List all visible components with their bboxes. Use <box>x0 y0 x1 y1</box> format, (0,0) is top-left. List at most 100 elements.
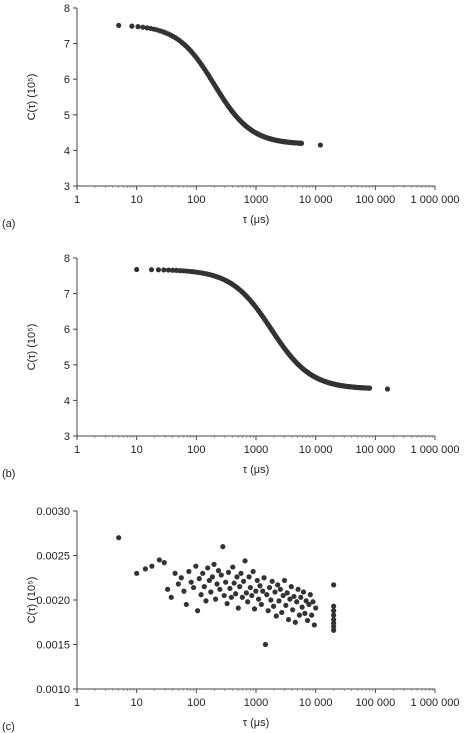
data-point <box>310 599 316 605</box>
data-point <box>257 583 263 589</box>
panel-label: (a) <box>2 218 15 230</box>
data-point <box>178 575 184 581</box>
y-axis-label: C(τ) (10⁵) <box>26 74 38 121</box>
data-point <box>304 617 311 624</box>
y-tick-label: 0.0010 <box>36 684 70 696</box>
data-point <box>331 627 337 633</box>
data-point <box>217 586 223 592</box>
data-point <box>270 603 277 609</box>
data-point <box>235 605 241 611</box>
data-point <box>290 607 296 613</box>
data-point <box>155 267 162 273</box>
data-point <box>195 608 201 614</box>
data-point <box>206 577 212 584</box>
data-point <box>156 557 162 563</box>
x-tick-label: 10 000 <box>299 194 333 206</box>
data-point <box>161 267 167 273</box>
y-axis-label: C(τ) (10⁵) <box>26 577 38 624</box>
data-point <box>251 606 258 612</box>
data-point <box>254 577 260 584</box>
x-axis-label: τ (μs) <box>243 717 270 729</box>
data-point <box>306 601 312 608</box>
data-point <box>221 592 227 599</box>
data-point <box>265 608 271 614</box>
data-point <box>209 574 216 580</box>
data-point <box>302 610 308 616</box>
data-point <box>313 605 319 611</box>
x-tick-label: 1 <box>74 697 80 709</box>
y-tick-label: 5 <box>64 110 70 122</box>
x-axis-label: τ (μs) <box>243 214 270 226</box>
data-point <box>205 565 211 571</box>
data-point <box>200 570 206 576</box>
data-point <box>231 580 237 586</box>
x-tick-label: 10 <box>131 194 143 206</box>
chart-panel-a: 3 4 5 6 7 8 1 10 100 1000 10 000 100 000 1 000 000 τ … <box>2 3 459 230</box>
y-tick-label: 0.0025 <box>36 551 70 563</box>
y-tick-label: 4 <box>64 145 70 157</box>
data-point <box>276 598 282 604</box>
data-point <box>165 267 172 273</box>
data-point <box>215 568 222 574</box>
x-tick-label: 1 <box>74 194 80 206</box>
data-point <box>242 558 248 564</box>
x-tick-label: 1 000 000 <box>411 194 460 206</box>
data-point <box>298 140 305 146</box>
chart-panel-c: 0.0010 0.0015 0.0020 0.0025 0.0030 1 10 100 1000… <box>2 506 459 733</box>
chart-panel-b: 3 4 5 6 7 8 1 10 100 1000 10 000 100 000 1 000 000 τ … <box>2 253 459 480</box>
data-point <box>181 588 187 594</box>
data-point <box>277 586 283 592</box>
data-point <box>253 588 259 594</box>
data-point <box>135 24 141 30</box>
data-point <box>191 584 197 591</box>
y-tick-label: 6 <box>64 324 70 336</box>
data-point <box>149 563 155 569</box>
data-point <box>232 591 239 597</box>
panel-label: (c) <box>2 721 15 733</box>
y-tick-label: 8 <box>64 253 70 265</box>
data-point <box>262 641 269 648</box>
data-point <box>230 564 236 570</box>
data-point <box>249 592 255 599</box>
x-tick-label: 10 <box>131 697 143 709</box>
data-point <box>285 616 292 623</box>
y-tick-label: 0.0015 <box>36 640 70 652</box>
data-point <box>223 579 229 585</box>
data-point <box>331 582 337 588</box>
data-point <box>264 592 270 598</box>
y-tick-label: 3 <box>64 181 70 193</box>
data-point <box>303 598 309 604</box>
data-point <box>287 596 293 602</box>
data-point <box>273 613 279 619</box>
data-point <box>161 560 167 566</box>
data-point <box>331 620 337 626</box>
data-point <box>247 584 253 591</box>
data-point <box>245 599 251 605</box>
data-point <box>140 24 146 30</box>
data-point <box>298 594 304 600</box>
data-point <box>268 597 274 603</box>
y-tick-label: 6 <box>64 74 70 86</box>
y-tick-label: 0.0030 <box>36 506 70 518</box>
data-point <box>294 599 300 605</box>
x-tick-label: 100 <box>187 194 205 206</box>
data-point <box>255 596 262 602</box>
x-tick-label: 100 <box>187 697 205 709</box>
data-point <box>165 586 171 592</box>
data-point <box>283 602 289 608</box>
data-point <box>234 574 240 580</box>
panel-label: (b) <box>2 468 15 480</box>
x-tick-label: 1 000 000 <box>411 444 460 456</box>
data-point <box>307 592 313 598</box>
x-tick-label: 100 000 <box>355 194 395 206</box>
data-point <box>183 601 189 608</box>
data-point <box>134 266 140 273</box>
data-point <box>288 584 294 590</box>
data-point <box>331 616 337 623</box>
y-tick-label: 7 <box>64 289 70 301</box>
data-point <box>193 563 199 569</box>
data-point <box>188 579 194 585</box>
x-tick-label: 100 000 <box>355 697 395 709</box>
data-point <box>196 576 202 582</box>
